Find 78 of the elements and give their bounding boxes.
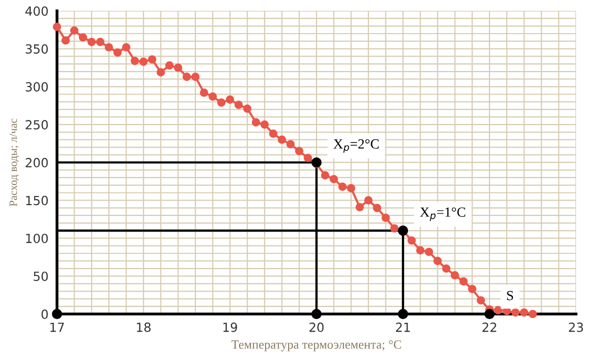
y-tick-label: 400 xyxy=(25,6,48,16)
point xyxy=(476,296,486,305)
point xyxy=(113,48,122,57)
point xyxy=(311,157,322,168)
point xyxy=(260,120,269,129)
y-tick-label: 200 xyxy=(26,158,48,168)
point xyxy=(286,140,295,148)
point xyxy=(104,43,114,52)
point xyxy=(330,174,338,184)
point xyxy=(226,95,234,104)
point xyxy=(390,224,399,233)
point xyxy=(156,68,165,76)
y-tick-label: 150 xyxy=(26,196,48,206)
point xyxy=(122,43,130,52)
point xyxy=(78,33,88,42)
point xyxy=(382,214,390,222)
annotation: X$_{р}$=1°C xyxy=(420,207,466,221)
point xyxy=(484,308,495,320)
y-tick-label: 300 xyxy=(26,82,48,92)
y-axis-title: Расход воды; л/час xyxy=(10,118,20,206)
point xyxy=(130,56,140,66)
point xyxy=(304,154,312,162)
point xyxy=(200,88,208,97)
point xyxy=(52,308,62,320)
point xyxy=(70,26,78,35)
x-tick-label: 18 xyxy=(136,322,151,332)
point xyxy=(520,308,528,317)
x-tick-label: 19 xyxy=(223,322,238,332)
point xyxy=(208,92,217,101)
y-tick-label: 0 xyxy=(42,309,48,319)
x-tick-label: 22 xyxy=(482,322,496,332)
annotation: X$_{р}$=2°C xyxy=(333,139,379,153)
point xyxy=(346,184,356,192)
y-tick-label: 50 xyxy=(34,272,48,282)
annotation: S xyxy=(507,290,514,300)
point xyxy=(148,55,156,64)
point xyxy=(139,57,148,66)
point xyxy=(356,202,364,212)
point xyxy=(468,284,476,294)
point xyxy=(528,310,537,318)
point xyxy=(87,38,96,46)
point xyxy=(450,271,460,280)
point xyxy=(165,61,174,70)
point xyxy=(407,236,416,245)
point xyxy=(398,308,408,320)
point xyxy=(320,171,330,180)
x-axis-title: Температура термоэлемента; °C xyxy=(232,340,401,352)
point xyxy=(191,72,200,81)
x-tick-label: 23 xyxy=(568,322,583,332)
point xyxy=(252,118,260,126)
point xyxy=(416,246,424,255)
x-tick-label: 21 xyxy=(396,322,410,332)
point xyxy=(311,308,322,320)
point xyxy=(442,264,450,273)
point xyxy=(243,104,252,113)
point xyxy=(234,100,243,110)
point xyxy=(217,98,226,107)
y-tick-label: 250 xyxy=(26,120,48,130)
point xyxy=(52,22,62,31)
y-tick-label: 100 xyxy=(26,234,48,244)
point xyxy=(295,146,304,156)
point xyxy=(182,72,191,81)
point xyxy=(424,248,434,256)
point xyxy=(364,196,373,204)
point xyxy=(459,277,468,286)
point xyxy=(338,182,347,191)
point xyxy=(372,204,382,212)
point xyxy=(96,38,104,46)
point xyxy=(511,308,520,317)
point xyxy=(61,36,70,45)
y-tick-label: 350 xyxy=(26,44,48,54)
point xyxy=(269,129,278,138)
point xyxy=(433,256,442,266)
point xyxy=(174,64,182,72)
x-tick-label: 17 xyxy=(50,322,64,332)
point xyxy=(278,136,286,144)
x-tick-label: 20 xyxy=(309,322,324,332)
point xyxy=(494,306,502,314)
